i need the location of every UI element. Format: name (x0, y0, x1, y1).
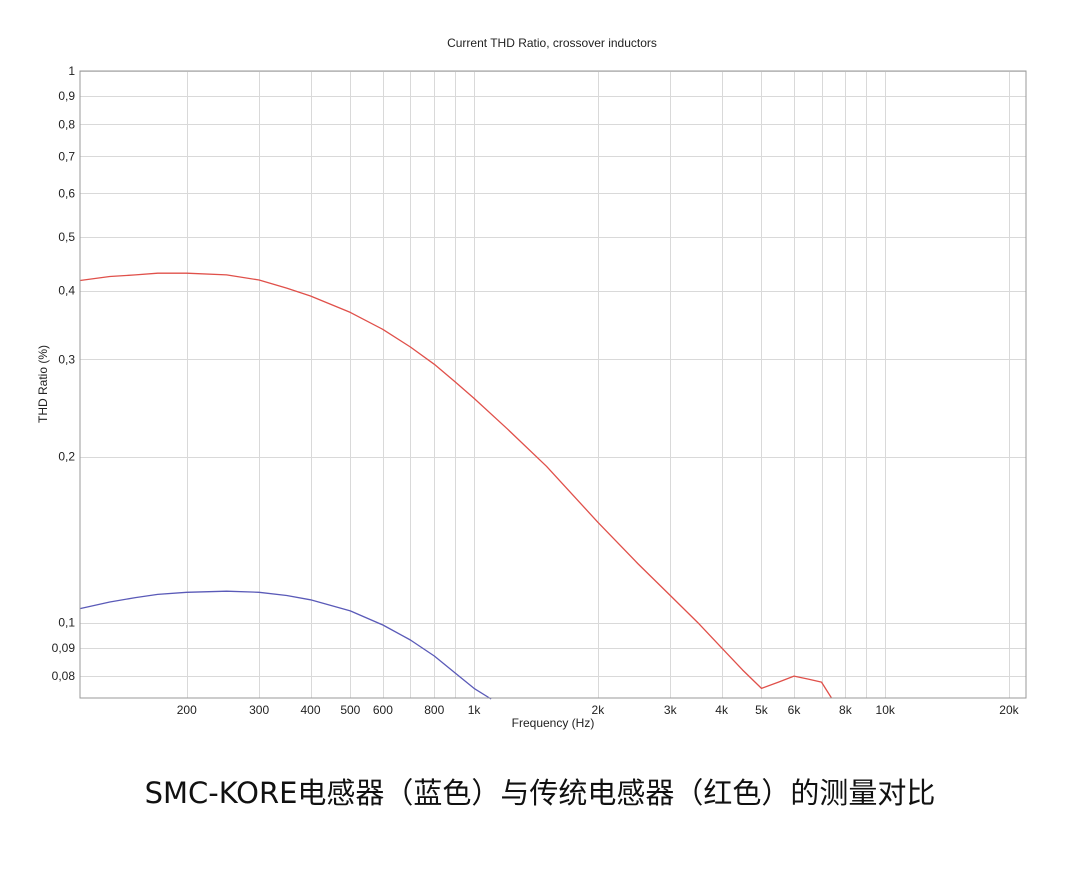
x-tick-label: 500 (340, 703, 360, 717)
y-tick-label: 0,2 (58, 450, 75, 464)
x-tick-label: 5k (755, 703, 769, 717)
y-axis-label: THD Ratio (%) (36, 345, 50, 423)
y-tick-labels: 0,08 0,09 0,1 0,2 0,3 0,4 0,5 0,6 0,7 0,8 0,9 1 (52, 64, 76, 683)
x-tick-label: 400 (300, 703, 320, 717)
y-tick-label: 0,1 (58, 616, 75, 630)
x-tick-label: 1k (468, 703, 482, 717)
y-tick-label: 0,09 (52, 641, 76, 655)
x-tick-label: 600 (373, 703, 393, 717)
y-tick-label: 0,3 (58, 352, 75, 366)
x-tick-label: 8k (839, 703, 853, 717)
series-line-1 (79, 272, 833, 699)
x-tick-labels: 200 300 400 500 600 800 1k 2k 3k 4k 5k 6k 8k 10k 20k (177, 703, 1020, 717)
y-tick-label: 0,9 (58, 89, 75, 103)
y-tick-label: 0,8 (58, 117, 75, 131)
y-tick-label: 0,08 (52, 669, 76, 683)
x-tick-label: 3k (664, 703, 678, 717)
x-tick-label: 2k (592, 703, 606, 717)
x-tick-label: 20k (999, 703, 1019, 717)
x-tick-label: 200 (177, 703, 197, 717)
figure-caption: SMC-KORE电感器（蓝色）与传统电感器（红色）的测量对比 (144, 776, 936, 810)
plot-frame (79, 70, 1027, 699)
x-tick-label: 300 (249, 703, 269, 717)
x-tick-label: 10k (876, 703, 896, 717)
y-tick-label: 0,7 (58, 149, 75, 163)
x-axis-label: Frequency (Hz) (512, 716, 595, 730)
series-line-2 (79, 590, 492, 700)
chart-title: Current THD Ratio, crossover inductors (447, 36, 657, 50)
x-tick-label: 4k (715, 703, 729, 717)
y-tick-label: 0,5 (58, 230, 75, 244)
plot-area (80, 71, 1026, 698)
x-tick-label: 800 (424, 703, 444, 717)
y-tick-label: 1 (68, 64, 75, 78)
y-tick-label: 0,4 (58, 284, 75, 298)
y-tick-label: 0,6 (58, 186, 75, 200)
x-tick-label: 6k (788, 703, 802, 717)
series-lines (79, 272, 833, 700)
thd-ratio-chart: Current THD Ratio, crossover inductors 2… (36, 36, 1027, 730)
